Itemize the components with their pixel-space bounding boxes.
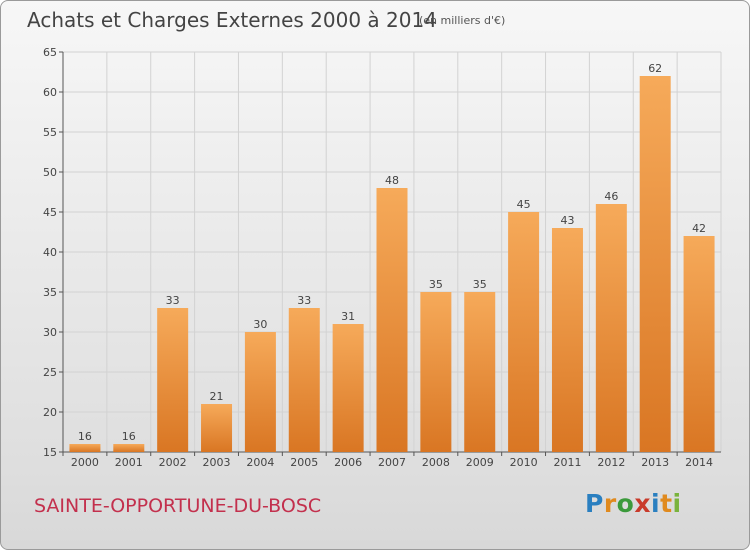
data-label: 30: [253, 318, 267, 331]
y-tick-label: 15: [43, 446, 57, 459]
data-label: 46: [604, 190, 618, 203]
bar: [288, 308, 320, 452]
data-label: 33: [297, 294, 311, 307]
x-tick-label: 2008: [422, 456, 450, 469]
x-tick-label: 2006: [334, 456, 362, 469]
x-tick-label: 2014: [685, 456, 713, 469]
x-tick-label: 2013: [641, 456, 669, 469]
bar: [376, 188, 408, 452]
logo-letter: t: [660, 489, 673, 518]
bars: [69, 76, 715, 452]
y-tick-label: 30: [43, 326, 57, 339]
logo-letter: i: [672, 489, 682, 518]
x-tick-label: 2001: [115, 456, 143, 469]
bar: [464, 292, 496, 452]
bar: [551, 228, 583, 452]
logo-letter: r: [603, 489, 617, 518]
chart-title: Achats et Charges Externes 2000 à 2014: [27, 8, 437, 32]
x-tick-label: 2000: [71, 456, 99, 469]
logo-letter: x: [634, 489, 651, 518]
x-tick-label: 2009: [466, 456, 494, 469]
bar: [69, 444, 101, 452]
y-tick-label: 45: [43, 206, 57, 219]
data-label: 16: [78, 430, 92, 443]
data-labels: 16 16 33 21 30 33 31 48 35 35 45 43 46 62 42: [78, 62, 706, 443]
logo-letter: i: [651, 489, 661, 518]
data-label: 35: [429, 278, 443, 291]
y-tick-label: 25: [43, 366, 57, 379]
bar: [683, 236, 715, 452]
y-tick-label: 50: [43, 166, 57, 179]
bar: [508, 212, 540, 452]
data-label: 16: [122, 430, 136, 443]
data-label: 62: [648, 62, 662, 75]
data-label: 42: [692, 222, 706, 235]
bar: [201, 404, 233, 452]
bar: [332, 324, 364, 452]
chart-subtitle: (en milliers d'€): [419, 14, 506, 27]
x-tick-label: 2003: [203, 456, 231, 469]
commune-name: SAINTE-OPPORTUNE-DU-BOSC: [34, 495, 322, 517]
x-tick-label: 2005: [290, 456, 318, 469]
data-label: 33: [166, 294, 180, 307]
y-tick-label: 65: [43, 46, 57, 59]
y-tick-label: 40: [43, 246, 57, 259]
x-tick-label: 2007: [378, 456, 406, 469]
bar: [595, 204, 627, 452]
logo-letter: o: [616, 489, 635, 518]
y-tick-label: 35: [43, 286, 57, 299]
bar: [113, 444, 145, 452]
x-tick-label: 2012: [597, 456, 625, 469]
data-label: 21: [210, 390, 224, 403]
bar: [244, 332, 276, 452]
data-label: 31: [341, 310, 355, 323]
x-tick-label: 2010: [510, 456, 538, 469]
x-tick-label: 2004: [246, 456, 274, 469]
y-tick-label: 55: [43, 126, 57, 139]
data-label: 43: [560, 214, 574, 227]
data-label: 45: [517, 198, 531, 211]
bar: [157, 308, 189, 452]
x-tick-label: 2011: [553, 456, 581, 469]
y-tick-label: 20: [43, 406, 57, 419]
logo-letter: P: [585, 489, 604, 518]
axes: 15 20 25 30 35 40 45 50 55 60 65 2000 2001 2002 2003 20…: [43, 46, 721, 469]
bar: [639, 76, 671, 452]
data-label: 48: [385, 174, 399, 187]
data-label: 35: [473, 278, 487, 291]
x-tick-label: 2002: [159, 456, 187, 469]
y-tick-label: 60: [43, 86, 57, 99]
bar: [420, 292, 452, 452]
proxiti-logo[interactable]: Proxiti: [585, 489, 682, 518]
